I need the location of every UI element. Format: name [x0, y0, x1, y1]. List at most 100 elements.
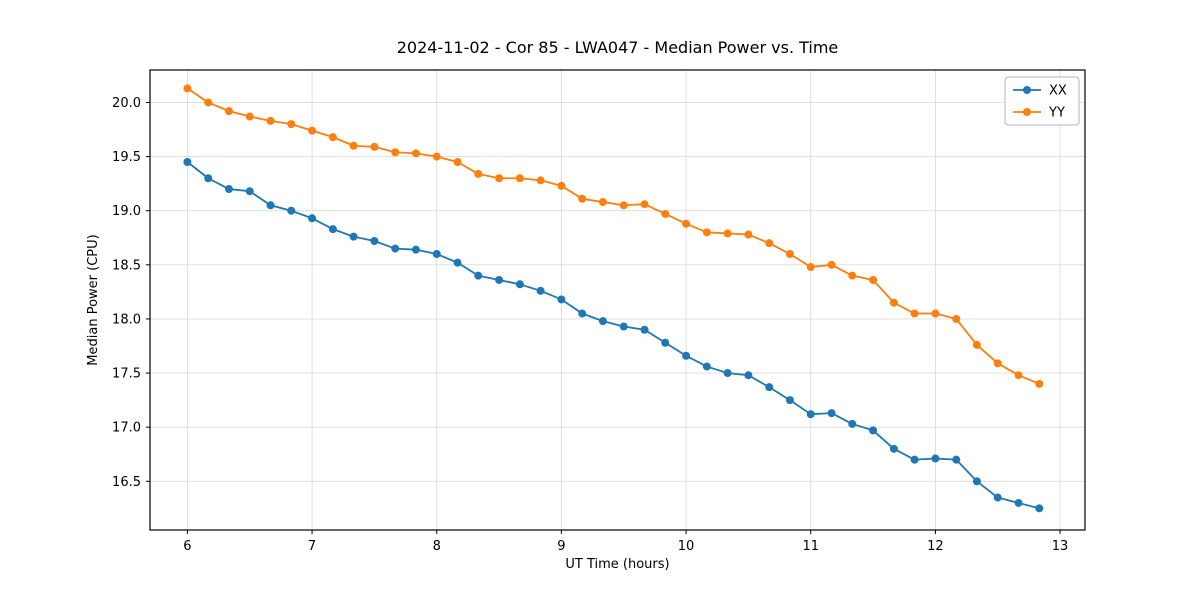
data-point-yy [744, 230, 753, 239]
legend-marker-sample [1023, 108, 1031, 116]
x-tick-label: 13 [1052, 539, 1069, 554]
data-point-yy [515, 174, 524, 183]
data-point-yy [765, 239, 774, 248]
data-point-yy [474, 169, 483, 178]
data-point-yy [889, 298, 898, 307]
data-point-yy [432, 152, 441, 161]
data-point-yy [349, 141, 358, 150]
data-point-xx [224, 185, 233, 194]
data-point-yy [972, 340, 981, 349]
axes-frame [149, 69, 1086, 531]
data-point-xx [848, 419, 857, 428]
data-point-xx [245, 187, 254, 196]
data-point-xx [827, 409, 836, 418]
data-point-yy [557, 181, 566, 190]
data-point-yy [723, 229, 732, 238]
data-point-xx [411, 245, 420, 254]
data-point-xx [287, 206, 296, 215]
data-point-yy [952, 314, 961, 323]
data-point-yy [1035, 379, 1044, 388]
y-tick-label: 19.0 [112, 204, 141, 219]
data-point-yy [370, 142, 379, 151]
data-point-xx [349, 232, 358, 241]
legend-box [1004, 76, 1080, 126]
data-point-xx [744, 371, 753, 380]
axis-ticks: 6 7 8 9 10 11 12 13 16.5 17.0 17.5 18.0 18.5 19.0 19.5… [112, 96, 1068, 554]
data-point-xx [661, 338, 670, 347]
data-point-yy [204, 98, 213, 107]
data-point-xx [328, 225, 337, 234]
data-point-yy [308, 126, 317, 135]
x-tick-label: 8 [433, 539, 441, 554]
data-point-yy [869, 275, 878, 284]
data-point-xx [557, 295, 566, 304]
data-point-yy [411, 149, 420, 158]
data-point-xx [1035, 504, 1044, 513]
data-point-xx [910, 455, 919, 464]
y-tick-label: 17.5 [112, 367, 141, 382]
data-point-yy [536, 176, 545, 185]
y-tick-label: 19.5 [112, 150, 141, 165]
data-point-yy [682, 219, 691, 228]
data-point-yy [827, 260, 836, 269]
data-point-yy [806, 262, 815, 271]
data-point-yy [391, 148, 400, 157]
x-tick-label: 9 [557, 539, 565, 554]
data-point-xx [931, 454, 940, 463]
data-point-yy [183, 84, 192, 93]
data-point-yy [848, 271, 857, 280]
data-point-xx [453, 258, 462, 267]
data-point-yy [661, 209, 670, 218]
data-point-yy [224, 107, 233, 116]
data-point-xx [806, 410, 815, 419]
data-point-xx [993, 493, 1002, 502]
data-point-xx [702, 362, 711, 371]
data-point-xx [370, 237, 379, 246]
data-point-xx [183, 158, 192, 166]
data-point-xx [308, 214, 317, 223]
data-point-xx [515, 280, 524, 289]
data-point-xx [869, 426, 878, 435]
legend-label-xx: XX [1049, 84, 1067, 99]
data-point-yy [993, 359, 1002, 368]
legend: XX YY [1004, 76, 1080, 126]
data-point-xx [682, 351, 691, 360]
data-point-yy [702, 228, 711, 237]
y-tick-label: 18.5 [112, 258, 141, 273]
data-point-yy [598, 198, 607, 207]
data-point-xx [765, 383, 774, 392]
data-point-xx [619, 322, 628, 331]
x-tick-label: 7 [308, 539, 316, 554]
x-axis-label: UT Time (hours) [565, 557, 669, 572]
data-point-yy [328, 133, 337, 142]
grid-lines [150, 70, 1085, 530]
data-point-xx [391, 244, 400, 253]
x-tick-label: 11 [802, 539, 819, 554]
data-point-yy [619, 201, 628, 210]
data-point-yy [266, 116, 275, 125]
data-point-yy [785, 250, 794, 258]
y-tick-label: 17.0 [112, 421, 141, 436]
data-point-xx [266, 201, 275, 210]
data-point-yy [1014, 371, 1023, 380]
data-point-xx [474, 271, 483, 280]
data-point-yy [578, 194, 587, 203]
x-tick-label: 10 [678, 539, 695, 554]
x-tick-label: 6 [183, 539, 191, 554]
data-point-xx [972, 477, 981, 486]
data-point-yy [640, 200, 649, 209]
data-point-xx [536, 286, 545, 295]
data-point-xx [640, 325, 649, 334]
y-tick-label: 16.5 [112, 475, 141, 490]
data-point-yy [910, 309, 919, 318]
series-line-xx [186, 161, 1040, 510]
data-point-xx [204, 174, 213, 183]
data-point-xx [578, 309, 587, 318]
data-point-xx [598, 317, 607, 326]
data-point-xx [1014, 498, 1023, 507]
data-point-xx [889, 444, 898, 453]
legend-label-yy: YY [1048, 106, 1065, 121]
y-tick-label: 18.0 [112, 312, 141, 327]
